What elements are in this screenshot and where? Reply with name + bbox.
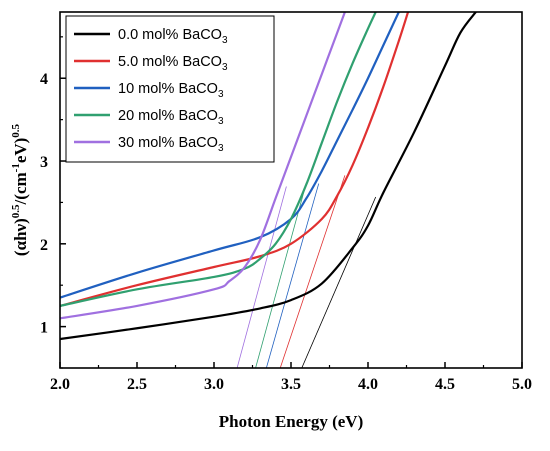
- tangent-line: [265, 183, 320, 368]
- y-label-superscript: 0.5: [10, 204, 22, 218]
- x-axis-label: Photon Energy (eV): [219, 412, 363, 431]
- x-tick-label: 5.0: [512, 376, 532, 393]
- y-label-text: eV): [11, 138, 30, 163]
- x-tick-label: 4.0: [358, 376, 378, 393]
- x-tick-label: 3.0: [204, 376, 224, 393]
- tangent-line: [236, 186, 287, 368]
- y-tick-label: 2: [40, 237, 48, 254]
- tangent-line: [301, 196, 377, 368]
- legend-label: 5.0 mol% BaCO3: [118, 54, 228, 73]
- y-label-superscript: 0.5: [10, 123, 22, 137]
- series-line-4: [60, 12, 377, 308]
- x-tick-label: 2.0: [50, 376, 70, 393]
- tangent-line: [279, 175, 346, 368]
- legend-label: 30 mol% BaCO3: [118, 135, 224, 154]
- legend-label: 0.0 mol% BaCO3: [118, 27, 228, 46]
- y-label-text: /(cm: [11, 172, 30, 205]
- series-line-3: [60, 12, 400, 299]
- tangent-line: [255, 182, 307, 368]
- plot-marks: [60, 12, 477, 368]
- y-tick-label: 1: [40, 320, 48, 337]
- y-label-text: (αhν): [11, 218, 30, 256]
- series-line-5: [60, 12, 346, 320]
- y-axis-label: (αhν)0.5/(cm-1eV)0.5: [10, 123, 30, 256]
- x-tick-label: 2.5: [127, 376, 147, 393]
- x-tick-label: 4.5: [435, 376, 455, 393]
- x-tick-label: 3.5: [281, 376, 301, 393]
- y-label-superscript: -1: [10, 163, 22, 172]
- legend-label: 10 mol% BaCO3: [118, 81, 224, 100]
- y-tick-label: 4: [40, 71, 48, 88]
- axis-ticks: 2.0 2.5 3.0 3.5 4.0 4.5 5.0 1 2 3 4: [40, 36, 532, 393]
- series-line-2: [60, 12, 410, 308]
- legend: 0.0 mol% BaCO3 5.0 mol% BaCO3 10 mol% BaCO…: [65, 15, 275, 163]
- series-line-1: [60, 12, 477, 341]
- legend-label: 20 mol% BaCO3: [118, 108, 224, 127]
- y-tick-label: 3: [40, 154, 48, 171]
